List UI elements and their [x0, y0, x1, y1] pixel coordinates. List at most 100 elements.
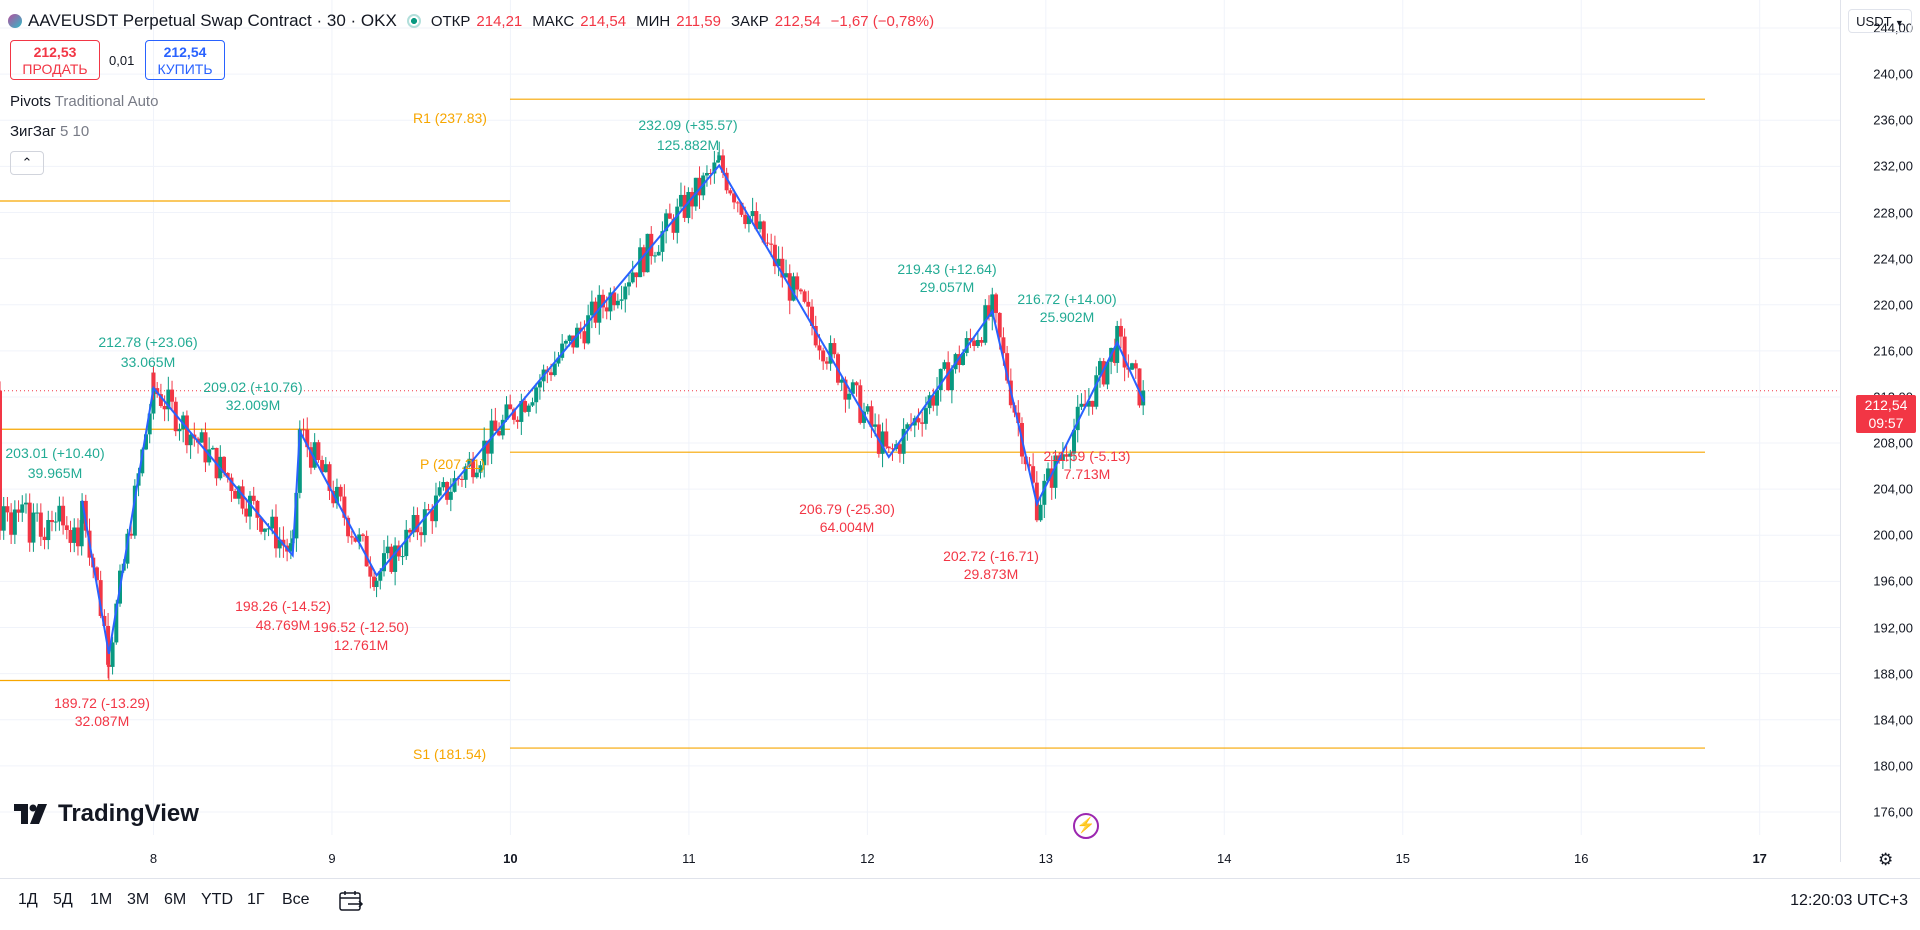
candle-body — [997, 312, 1002, 338]
candle-body — [675, 206, 680, 233]
candle-body — [582, 331, 587, 344]
indicator-zigzag[interactable]: ЗигЗаг 5 10 — [10, 123, 89, 140]
candle-body — [49, 520, 54, 523]
open-label: ОТКР — [430, 12, 471, 30]
timeframe-5d[interactable]: 5Д — [53, 891, 73, 908]
candle-body — [735, 202, 740, 204]
time-tick: 10 — [503, 851, 518, 866]
close-value: 212,54 — [774, 12, 821, 30]
chart-area[interactable]: 203.01 (+10.40) 39.965M 212.78 (+23.06) 33.… — [0, 0, 1840, 862]
candle-body — [316, 442, 321, 461]
candle-body — [957, 354, 962, 365]
candle-body — [83, 500, 88, 531]
candle-body — [430, 509, 435, 522]
timeframe-6m[interactable]: 6М — [164, 891, 187, 908]
candle-body — [38, 512, 43, 537]
indicator-pivots[interactable]: Pivots Traditional Auto — [10, 93, 158, 110]
candle-body — [493, 420, 498, 431]
candle-body — [389, 546, 394, 572]
candle-body — [717, 155, 722, 161]
time-tick: 11 — [682, 851, 696, 866]
buy-price: 212,54 — [163, 44, 207, 60]
candle-body — [1046, 468, 1051, 481]
candle-body — [5, 506, 10, 513]
symbol-icon — [8, 14, 22, 28]
candle-body — [23, 502, 28, 505]
market-status-icon — [406, 14, 421, 28]
collapse-legend-button[interactable]: ⌃ — [10, 151, 44, 175]
candle-body — [905, 424, 910, 429]
clock[interactable]: 12:20:03 UTC+3 — [1790, 892, 1908, 909]
candle-body — [471, 458, 476, 478]
candle-body — [949, 369, 954, 391]
candle-body — [448, 491, 453, 500]
candle-body — [236, 486, 241, 499]
candle-body — [210, 447, 215, 450]
buy-button[interactable]: 212,54 КУПИТЬ — [145, 40, 225, 80]
timeframe-3m[interactable]: 3М — [127, 891, 150, 908]
candle-body — [750, 211, 755, 217]
sell-button[interactable]: 212,53 ПРОДАТЬ — [10, 40, 100, 80]
candle-body — [407, 529, 412, 533]
candle-body — [1064, 454, 1069, 457]
candle-body — [463, 466, 468, 480]
candle-body — [769, 243, 774, 245]
candle-body — [619, 299, 624, 301]
zigzag-price-label: 202.72 (-16.71) — [943, 548, 1039, 564]
candle-body — [320, 460, 325, 473]
pivot-p-label: P (207.21) — [420, 456, 486, 472]
bar-countdown: 09:57 — [1868, 415, 1904, 431]
candle-body — [847, 393, 852, 400]
candle-body — [372, 576, 377, 587]
calendar-range-icon[interactable] — [338, 889, 364, 913]
candle-body — [140, 449, 145, 474]
candle-body — [728, 190, 733, 194]
candle-body — [1112, 347, 1117, 363]
candle-body — [478, 465, 483, 473]
candle-body — [20, 504, 25, 513]
price-tick: 196,00 — [1873, 573, 1913, 589]
zigzag-volume-label: 32.087M — [75, 713, 129, 729]
candle-body — [534, 387, 539, 403]
candle-body — [162, 405, 167, 410]
gear-icon[interactable]: ⚙ — [1878, 850, 1894, 869]
chart-canvas[interactable]: 203.01 (+10.40) 39.965M 212.78 (+23.06) 33.… — [0, 0, 1840, 862]
candle-body — [589, 301, 594, 316]
timeframe-1m[interactable]: 1М — [90, 891, 113, 908]
candle-body — [549, 372, 554, 376]
timeframe-1d[interactable]: 1Д — [18, 891, 38, 908]
timeframe-all[interactable]: Все — [282, 891, 310, 908]
symbol-title[interactable]: AAVEUSDT Perpetual Swap Contract · 30 · … — [28, 11, 397, 30]
candle-body — [184, 415, 189, 446]
candle-body — [530, 402, 535, 406]
candle-body — [400, 556, 405, 558]
time-tick: 9 — [328, 851, 336, 866]
time-axis[interactable]: 8 9 10 11 12 13 14 15 16 17 — [0, 845, 1840, 875]
price-scale[interactable]: 244,00 240,00 236,00 232,00 228,00 224,00 220,… — [1840, 0, 1920, 862]
candle-body — [46, 520, 51, 541]
currency-select[interactable]: USDT ▼ — [1848, 9, 1912, 33]
candle-body — [716, 160, 721, 163]
candle-body — [990, 294, 995, 317]
candle-body — [791, 276, 796, 301]
candle-body — [746, 216, 751, 225]
candle-body — [832, 343, 837, 355]
lightning-icon[interactable]: ⚡ — [1073, 813, 1099, 839]
candle-body — [177, 429, 182, 432]
candle-body — [743, 214, 748, 225]
candle-body — [1075, 406, 1080, 431]
spread-value: 0,01 — [109, 53, 135, 68]
candle-body — [604, 307, 609, 312]
candle-body — [784, 273, 789, 278]
candle-body — [920, 422, 925, 424]
candle-body — [567, 335, 572, 341]
candle-body — [331, 490, 336, 504]
timeframe-1y[interactable]: 1Г — [247, 891, 265, 908]
candle-body — [1001, 337, 1006, 354]
candle-body — [586, 315, 591, 344]
timeframe-ytd[interactable]: YTD — [201, 891, 233, 908]
time-tick: 13 — [1038, 851, 1054, 866]
candle-body — [1072, 430, 1077, 454]
zigzag-volume-label: 12.761M — [334, 637, 388, 653]
tradingview-logo-text: TradingView — [58, 800, 199, 827]
